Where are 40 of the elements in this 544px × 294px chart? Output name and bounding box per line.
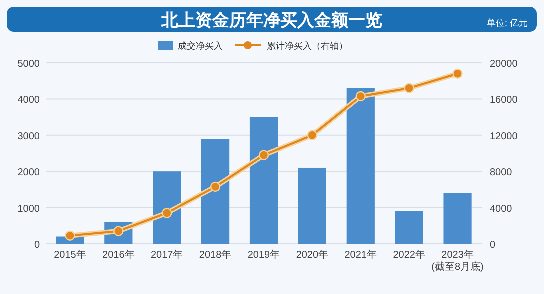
- y2-tick-label: 4000: [490, 204, 513, 215]
- bar: [444, 193, 472, 244]
- y2-tick-label: 8000: [490, 168, 513, 179]
- x-tick-label: 2016年: [102, 249, 135, 261]
- point: [210, 182, 221, 192]
- point: [452, 68, 463, 79]
- point: [162, 208, 172, 218]
- y2-tick-label: 20000: [490, 59, 518, 70]
- y-tick-label: 4000: [18, 95, 40, 106]
- y2-tick-label: 12000: [490, 131, 518, 142]
- bar: [250, 117, 278, 244]
- y2-tick-label: 16000: [490, 95, 518, 106]
- x-tick-label: 2019年: [248, 249, 280, 261]
- bar: [202, 139, 230, 244]
- point: [65, 230, 76, 241]
- x-tick-label: 2018年: [199, 249, 232, 261]
- y-tick-label: 1000: [18, 204, 40, 215]
- x-tick-label: 2020年: [296, 249, 329, 261]
- point: [258, 150, 270, 160]
- x-tick-label: 2021年: [344, 249, 378, 261]
- point: [307, 130, 318, 140]
- bar: [153, 172, 182, 244]
- x-tick-label: 2015年: [54, 249, 86, 261]
- y-tick-label: 3000: [18, 131, 40, 142]
- chart-title: 北上资金历年净买入金额一览: [160, 11, 382, 30]
- x-tick-label: 2017年: [150, 249, 184, 261]
- point: [356, 91, 366, 102]
- legend-label: 成交净买入: [178, 41, 223, 51]
- point: [404, 83, 414, 94]
- y2-tick-label: 0: [490, 240, 496, 251]
- bar: [395, 211, 424, 244]
- bar: [346, 88, 375, 244]
- y-tick-label: 5000: [18, 59, 40, 70]
- bar: [298, 168, 326, 244]
- y-tick-label: 2000: [18, 168, 40, 179]
- x-tick-label: 2023年 (截至8月底): [432, 249, 484, 273]
- text: 单位: 亿元: [486, 18, 528, 28]
- y-tick-label: 0: [34, 240, 40, 251]
- x-tick-label: 2022年: [393, 249, 426, 261]
- legend-label: 累计净买入（右轴）: [267, 41, 348, 51]
